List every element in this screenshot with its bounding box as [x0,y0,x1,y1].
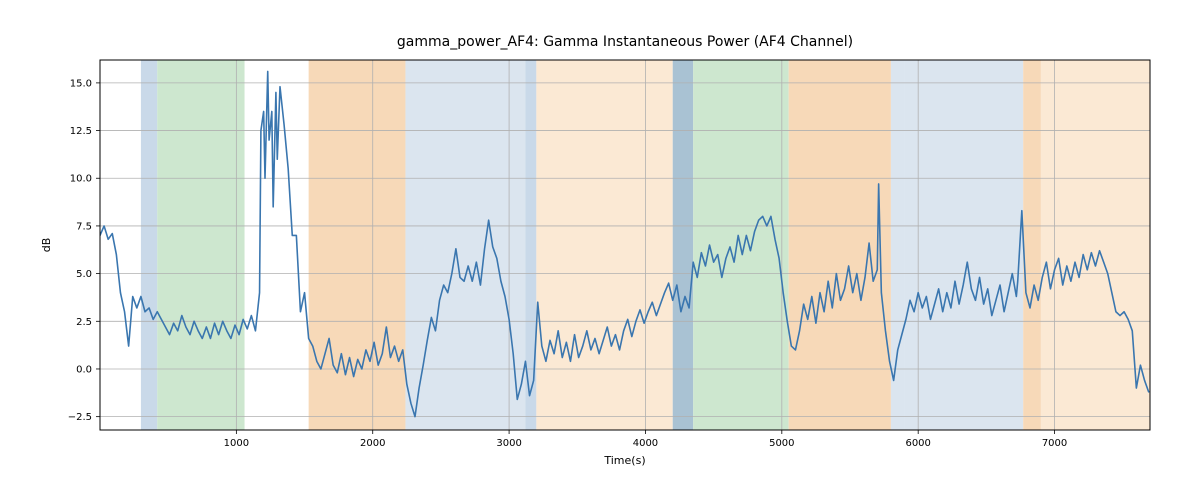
x-axis-label: Time(s) [603,454,645,467]
ytick-label: 2.5 [76,317,92,328]
xtick-label: 3000 [496,438,521,449]
chart-svg: 1000 2000 3000 4000 5000 6000 7000 −2.5 0.0 2.5 5.… [0,0,1200,500]
y-axis-label: dB [40,238,53,253]
region-8 [789,60,891,430]
region-11 [1023,60,1041,430]
xtick-label: 7000 [1042,438,1067,449]
ytick-label: 12.5 [70,126,92,137]
region-5 [536,60,672,430]
region-0 [141,60,157,430]
chart-container: 1000 2000 3000 4000 5000 6000 7000 −2.5 0.0 2.5 5.… [0,0,1200,500]
ytick-label: 0.0 [76,364,92,375]
ytick-label: 7.5 [76,221,92,232]
region-3 [405,60,525,430]
region-10 [905,60,1024,430]
ytick-label: 10.0 [70,174,92,185]
chart-title: gamma_power_AF4: Gamma Instantaneous Pow… [397,34,853,50]
ytick-label: 15.0 [70,78,92,89]
region-2 [309,60,406,430]
xtick-label: 4000 [633,438,658,449]
ytick-label: 5.0 [76,269,92,280]
xtick-label: 1000 [224,438,249,449]
region-1 [157,60,244,430]
xtick-label: 5000 [769,438,794,449]
ytick-label: −2.5 [68,412,92,423]
xtick-label: 6000 [905,438,930,449]
region-6 [673,60,693,430]
xtick-label: 2000 [360,438,385,449]
region-12 [1041,60,1150,430]
